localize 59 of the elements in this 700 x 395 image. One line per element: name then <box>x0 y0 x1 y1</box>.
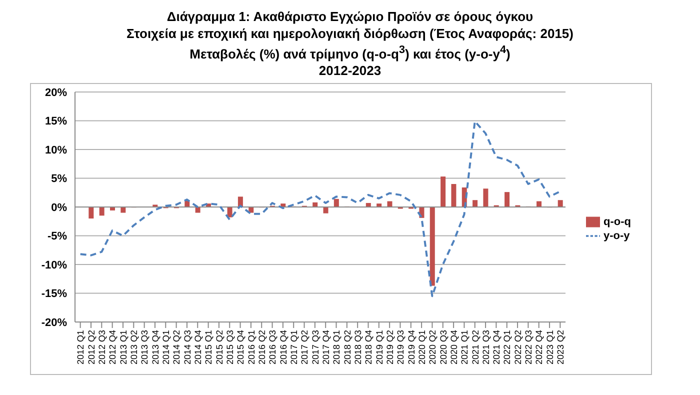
x-tick-label: 2013 Q3 <box>140 330 150 365</box>
x-tick-label: 2018 Q2 <box>342 330 352 365</box>
x-tick-label: 2018 Q3 <box>352 330 363 365</box>
x-tick-label: 2014 Q4 <box>193 330 204 365</box>
text: Στοιχεία με εποχική και ημερολογιακή διόρθωση (Έτος Αναφοράς: 2015) Μεταβολές (%) ανά τρίμηνο (q-o-q$^{3}$) και έτος (y-o-y$^{4}$) 2012-2023 <box>126 26 574 78</box>
x-tick-label: 2013 Q1 <box>118 330 128 365</box>
x-tick-label: 2021 Q2 <box>470 330 480 365</box>
x-tick-label: 2023 Q2 <box>556 330 566 365</box>
x-tick-label: 2021 Q3 <box>480 330 491 365</box>
x-tick-label: 2012 Q4 <box>108 330 118 365</box>
x-tick-label: 2012 Q3 <box>97 330 108 365</box>
x-tick-label: 2013 Q2 <box>129 330 140 365</box>
x-tick-label: 2013 Q4 <box>150 330 160 365</box>
x-tick-label: 2021 Q4 <box>492 330 502 365</box>
y-tick-label: 15% <box>44 116 68 128</box>
y-tick-label: 20% <box>44 87 68 100</box>
chart-title: Διάγραμμα 1: Ακαθάριστο Εγχώριο Προϊόν σε όρους όγκου <box>166 8 534 25</box>
y-tick-label: 5% <box>51 173 68 186</box>
x-tick-label: 2022 Q3 <box>524 330 534 365</box>
y-tick-label: -10% <box>41 260 68 272</box>
x-tick-label: 2012 Q2 <box>86 330 96 365</box>
x-tick-label: 2017 Q3 <box>310 330 320 365</box>
x-tick-label: 2019 Q4 <box>406 330 416 365</box>
y-tick-label: 0% <box>51 202 68 214</box>
x-tick-label: 2015 Q4 <box>236 330 246 365</box>
x-tick-label: 2015 Q1 <box>204 330 214 365</box>
x-tick-label: 2018 Q4 <box>364 330 374 365</box>
x-tick-label: 2014 Q1 <box>161 330 172 365</box>
x-tick-label: 2014 Q3 <box>182 330 192 365</box>
y-tick-label: 10% <box>44 144 68 157</box>
x-tick-label: 2017 Q1 <box>288 330 299 365</box>
x-tick-label: 2019 Q2 <box>384 330 395 365</box>
x-tick-label: 2020 Q1 <box>416 330 427 365</box>
x-tick-label: 2018 Q1 <box>332 330 342 365</box>
x-tick-label: 2016 Q2 <box>257 330 267 365</box>
x-tick-label: 2017 Q2 <box>300 330 310 365</box>
x-tick-label: 2014 Q2 <box>172 330 182 365</box>
y-tick-label: -5% <box>47 230 68 243</box>
x-tick-label: 2020 Q4 <box>448 330 459 365</box>
y-tick-label: -20% <box>41 317 68 330</box>
x-tick-label: 2019 Q1 <box>374 330 384 365</box>
x-tick-label: 2019 Q3 <box>396 330 406 365</box>
x-tick-label: 2020 Q3 <box>438 330 448 365</box>
x-tick-label: 2016 Q1 <box>246 330 256 365</box>
x-tick-label: 2012 Q1 <box>76 330 86 365</box>
x-tick-label: 2020 Q2 <box>428 330 438 365</box>
x-tick-label: 2022 Q4 <box>534 330 544 365</box>
x-tick-label: 2017 Q4 <box>320 330 331 365</box>
x-tick-label: 2015 Q3 <box>225 330 236 365</box>
y-tick-label: -15% <box>41 288 68 300</box>
x-tick-label: 2021 Q1 <box>460 330 470 365</box>
legend-label: y-o-y <box>604 230 630 242</box>
x-tick-label: 2015 Q2 <box>214 330 224 365</box>
x-tick-label: 2023 Q1 <box>544 330 555 365</box>
legend-label: q-o-q <box>604 216 631 228</box>
x-tick-label: 2016 Q3 <box>268 330 278 365</box>
x-tick-label: 2022 Q1 <box>502 330 512 365</box>
x-tick-label: 2016 Q4 <box>278 330 288 365</box>
x-tick-label: 2022 Q2 <box>512 330 523 365</box>
